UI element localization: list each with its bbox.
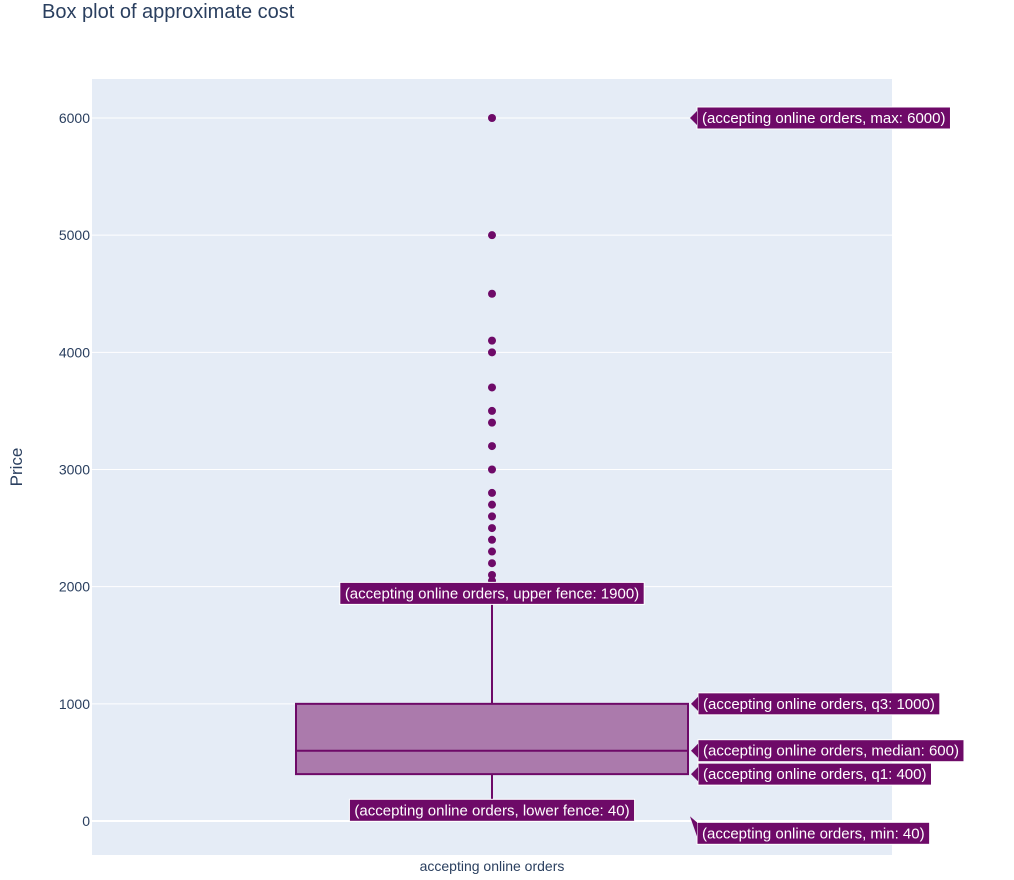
- y-tick-label-6000: 6000: [59, 110, 90, 126]
- outlier-point-4100[interactable]: [488, 336, 496, 345]
- y-tick-label-0: 0: [82, 813, 90, 829]
- hover-label-text-upper-fence: (accepting online orders, upper fence: 1…: [345, 585, 639, 602]
- outlier-point-3500[interactable]: [488, 406, 496, 415]
- hover-label-max: (accepting online orders, max: 6000): [690, 106, 951, 130]
- hover-label-upper-fence: (accepting online orders, upper fence: 1…: [339, 581, 645, 605]
- hover-box: [339, 581, 645, 605]
- y-tick-label-5000: 5000: [59, 227, 90, 243]
- y-tick-label-1000: 1000: [59, 696, 90, 712]
- outlier-point-2600[interactable]: [488, 512, 496, 521]
- y-axis-label: Price: [7, 448, 26, 487]
- outlier-point-5000[interactable]: [488, 231, 496, 240]
- hover-label-min: (accepting online orders, min: 40): [690, 816, 931, 845]
- outlier-points[interactable]: [488, 114, 496, 591]
- outlier-point-6000[interactable]: [488, 114, 496, 122]
- outlier-point-3400[interactable]: [488, 418, 496, 427]
- y-axis-tick-labels: 0 1000 2000 3000 4000 5000 6000: [59, 110, 90, 829]
- hover-label-text-median: (accepting online orders, median: 600): [703, 743, 959, 760]
- hover-label-text-max: (accepting online orders, max: 6000): [702, 110, 945, 127]
- outlier-point-2400[interactable]: [488, 535, 496, 544]
- y-tick-label-3000: 3000: [59, 462, 90, 478]
- outlier-point-3000[interactable]: [488, 465, 496, 474]
- x-axis-category-label: accepting online orders: [420, 858, 565, 874]
- outlier-point-2800[interactable]: [488, 488, 496, 497]
- hover-label-text-q1: (accepting online orders, q1: 400): [703, 766, 926, 783]
- chart-title: Box plot of approximate cost: [42, 1, 295, 23]
- hover-arrow: [690, 816, 697, 837]
- hover-arrow: [690, 111, 697, 125]
- hover-arrow: [691, 743, 698, 758]
- outlier-point-2300[interactable]: [488, 547, 496, 556]
- outlier-point-2500[interactable]: [488, 524, 496, 533]
- hover-label-text-min: (accepting online orders, min: 40): [702, 825, 925, 842]
- hover-arrow: [691, 767, 698, 782]
- outlier-point-3200[interactable]: [488, 442, 496, 451]
- outlier-point-4000[interactable]: [488, 348, 496, 357]
- hover-label-text-q3: (accepting online orders, q3: 1000): [703, 696, 935, 713]
- outlier-point-2700[interactable]: [488, 500, 496, 509]
- hover-labels: (accepting online orders, max: 6000) (acc…: [339, 106, 965, 845]
- iqr-box[interactable]: [295, 702, 689, 776]
- outlier-point-2200[interactable]: [488, 559, 496, 568]
- hover-label-text-lower-fence: (accepting online orders, lower fence: 4…: [354, 802, 629, 819]
- outlier-point-2100[interactable]: [488, 570, 496, 579]
- y-tick-label-4000: 4000: [59, 344, 90, 360]
- outlier-point-3700[interactable]: [488, 383, 496, 392]
- outlier-point-4500[interactable]: [488, 289, 496, 298]
- hover-arrow: [691, 696, 698, 711]
- hover-label-q3: (accepting online orders, q3: 1000): [691, 692, 941, 716]
- y-tick-label-2000: 2000: [59, 579, 90, 595]
- hover-box: [348, 798, 636, 822]
- hover-label-lower-fence: (accepting online orders, lower fence: 4…: [348, 798, 636, 822]
- hover-label-q1: (accepting online orders, q1: 400): [691, 762, 932, 786]
- hover-label-median: (accepting online orders, median: 600): [691, 739, 965, 763]
